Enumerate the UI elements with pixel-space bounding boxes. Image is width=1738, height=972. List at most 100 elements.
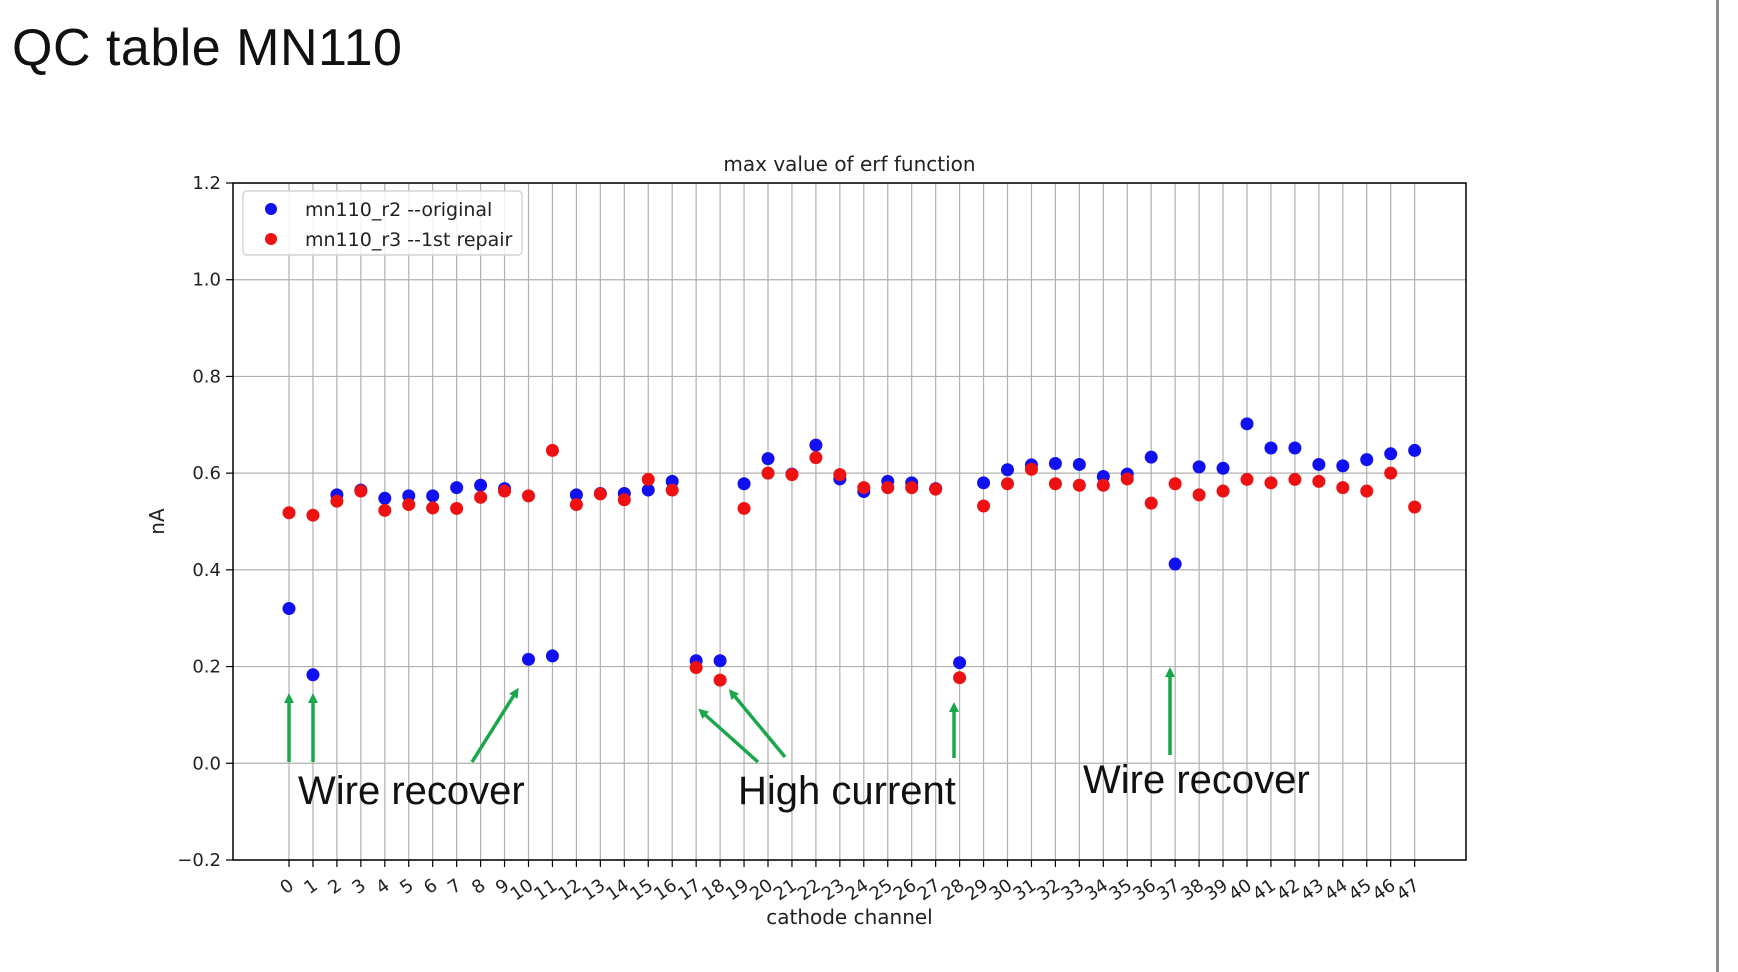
point-r3 [593, 487, 607, 501]
point-r2 [1192, 460, 1206, 474]
chart-title: max value of erf function [723, 152, 975, 176]
annotation-arrow [470, 687, 519, 763]
point-r3 [689, 661, 703, 675]
point-r3 [569, 498, 583, 512]
point-r2 [1216, 461, 1230, 475]
y-tick-label: 0.8 [192, 366, 221, 387]
point-r3 [977, 499, 991, 513]
y-tick-label: −0.2 [177, 850, 221, 871]
point-r3 [522, 489, 535, 503]
x-axis-title: cathode channel [766, 905, 933, 929]
point-r3 [1240, 472, 1254, 486]
point-r2 [282, 602, 296, 616]
point-r3 [1408, 500, 1422, 514]
x-tick-label: 7 [444, 875, 465, 899]
point-r3 [1001, 477, 1014, 491]
point-r3 [474, 490, 488, 504]
point-r3 [426, 501, 440, 515]
point-r3 [1048, 477, 1062, 491]
point-r2 [522, 652, 535, 666]
slide-right-border [1716, 0, 1719, 972]
point-r3 [929, 482, 943, 496]
point-r2 [953, 656, 967, 670]
x-tick-label: 4 [372, 875, 393, 899]
point-r3 [354, 484, 368, 498]
point-r2 [1240, 417, 1254, 431]
point-r3 [641, 472, 655, 486]
point-r3 [809, 451, 823, 465]
legend-box [242, 190, 523, 256]
annotation-wire-recover-left: Wire recover [298, 769, 525, 813]
point-r2 [1072, 457, 1086, 471]
point-r2 [426, 489, 440, 503]
y-tick-label: 1.0 [192, 270, 221, 291]
point-r2 [1312, 457, 1326, 471]
point-r3 [402, 498, 416, 512]
point-r2 [450, 481, 464, 495]
point-r2 [641, 483, 655, 497]
point-r2 [737, 477, 751, 491]
point-r3 [665, 483, 679, 497]
point-r3 [881, 481, 895, 495]
annotation-arrows [284, 667, 1175, 764]
annotation-high-current: High current [738, 769, 956, 813]
y-tick-label: 1.2 [192, 173, 221, 194]
point-r2 [1048, 456, 1062, 470]
x-tick-label: 1 [300, 875, 321, 899]
point-r3 [1096, 478, 1110, 492]
point-r3 [617, 493, 631, 507]
point-r2 [1264, 441, 1278, 455]
plot-frame [232, 182, 1467, 861]
point-r2 [306, 668, 320, 682]
point-r2 [1168, 557, 1182, 571]
chart-legend: mn110_r2 --original mn110_r3 --1st repai… [242, 190, 523, 256]
point-r3 [857, 481, 871, 495]
point-r3 [282, 506, 296, 520]
point-r2 [761, 452, 775, 466]
point-r3 [1216, 484, 1230, 498]
y-tick-label: 0.0 [192, 753, 221, 774]
x-tick-label: 5 [396, 875, 417, 899]
point-r3 [306, 508, 320, 522]
point-r3 [1384, 466, 1398, 480]
point-r2 [1288, 441, 1302, 455]
y-tick-label: 0.4 [192, 560, 221, 581]
point-r3 [833, 468, 847, 482]
legend-label-r2: mn110_r2 --original [305, 199, 492, 221]
point-r3 [1192, 488, 1206, 502]
x-tick-label: 3 [348, 875, 369, 899]
point-r3 [1360, 484, 1374, 498]
point-r3 [1312, 474, 1326, 488]
point-r3 [378, 503, 392, 517]
x-tick-label: 47 [1393, 875, 1424, 905]
data-points [282, 417, 1422, 687]
y-tick-label: 0.2 [192, 657, 221, 678]
point-r3 [1336, 481, 1350, 495]
point-r2 [474, 478, 488, 492]
y-axis-title: nA [145, 508, 169, 535]
point-r3 [1024, 462, 1038, 476]
point-r3 [498, 484, 512, 498]
legend-marker-r2 [265, 203, 277, 215]
point-r3 [905, 481, 919, 495]
point-r2 [1336, 459, 1350, 473]
point-r3 [785, 468, 799, 482]
point-r2 [1001, 463, 1014, 477]
legend-marker-r3 [265, 233, 277, 245]
point-r3 [1264, 476, 1278, 490]
point-r2 [378, 491, 392, 505]
point-r2 [569, 488, 583, 502]
point-r3 [545, 443, 559, 457]
point-r3 [1288, 472, 1302, 486]
point-r2 [1360, 453, 1374, 467]
point-r3 [1120, 472, 1134, 486]
x-tick-label: 6 [420, 875, 441, 899]
y-tick-label: 0.6 [192, 463, 221, 484]
point-r2 [545, 649, 559, 663]
point-r3 [1072, 478, 1086, 492]
point-r3 [450, 501, 464, 515]
x-tick-label: 8 [468, 875, 489, 899]
point-r3 [761, 466, 775, 480]
slide-title: QC table MN110 [12, 19, 403, 77]
